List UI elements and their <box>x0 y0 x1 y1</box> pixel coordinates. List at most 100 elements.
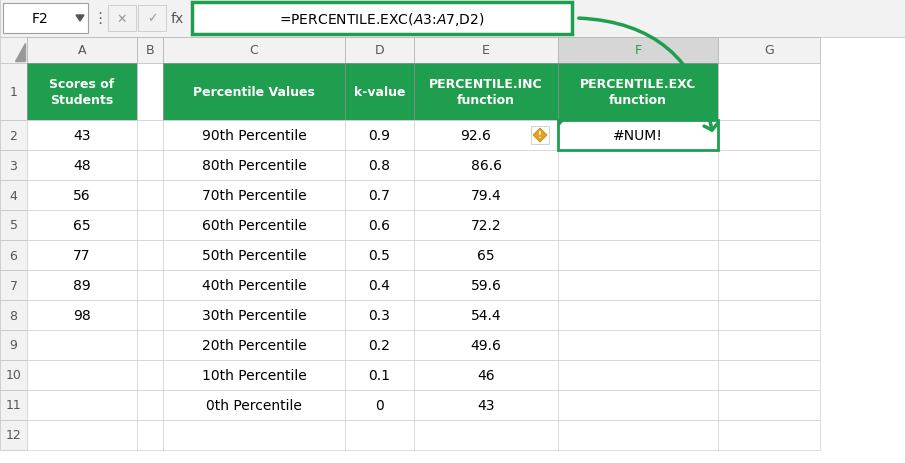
Bar <box>718 150 820 181</box>
Bar <box>27 64 137 121</box>
Bar <box>137 121 163 150</box>
Polygon shape <box>76 16 84 22</box>
Bar <box>0 240 27 270</box>
Bar <box>414 211 558 240</box>
Bar <box>137 64 163 121</box>
Bar <box>27 240 137 270</box>
Bar <box>3 4 88 34</box>
Bar <box>137 390 163 420</box>
Bar <box>718 38 820 64</box>
Bar <box>558 360 718 390</box>
Bar <box>27 270 137 300</box>
Bar <box>137 360 163 390</box>
Bar <box>345 300 414 330</box>
Bar <box>27 211 137 240</box>
Text: 10: 10 <box>5 369 22 382</box>
Text: 56: 56 <box>73 188 91 203</box>
Bar <box>414 240 558 270</box>
Bar <box>414 181 558 211</box>
Bar <box>345 420 414 450</box>
Text: PERCENTILE.EXC
function: PERCENTILE.EXC function <box>580 78 696 106</box>
Bar <box>718 64 820 121</box>
Bar <box>0 211 27 240</box>
Text: 46: 46 <box>477 368 495 382</box>
Bar <box>0 270 27 300</box>
Bar <box>163 420 345 450</box>
Bar <box>0 150 27 181</box>
Bar <box>345 38 414 64</box>
Bar <box>163 240 345 270</box>
Bar <box>163 64 345 121</box>
Text: 49.6: 49.6 <box>471 338 501 352</box>
Bar <box>137 38 163 64</box>
Bar <box>27 300 137 330</box>
Bar <box>163 330 345 360</box>
Bar <box>414 360 558 390</box>
Bar <box>414 64 558 121</box>
Bar <box>414 270 558 300</box>
Bar <box>558 240 718 270</box>
Text: 5: 5 <box>9 219 17 232</box>
Bar <box>27 181 137 211</box>
Bar <box>345 150 414 181</box>
Bar <box>137 300 163 330</box>
Bar <box>558 330 718 360</box>
Text: 0th Percentile: 0th Percentile <box>206 398 302 412</box>
Bar <box>0 360 27 390</box>
Text: 48: 48 <box>73 159 91 173</box>
Text: 10th Percentile: 10th Percentile <box>202 368 307 382</box>
Bar <box>718 390 820 420</box>
Text: 0.3: 0.3 <box>368 308 390 322</box>
Bar <box>192 3 572 35</box>
Bar <box>531 127 549 144</box>
Bar <box>137 420 163 450</box>
Text: 60th Percentile: 60th Percentile <box>202 219 307 232</box>
Bar <box>345 390 414 420</box>
Text: 30th Percentile: 30th Percentile <box>202 308 306 322</box>
Text: 0: 0 <box>376 398 384 412</box>
Text: 0.7: 0.7 <box>368 188 390 203</box>
Bar <box>345 211 414 240</box>
Bar <box>0 0 905 38</box>
Bar <box>0 181 27 211</box>
Bar <box>137 240 163 270</box>
Bar <box>163 121 345 150</box>
Text: 59.6: 59.6 <box>471 278 501 292</box>
Bar <box>414 330 558 360</box>
Bar <box>558 181 718 211</box>
Bar <box>163 390 345 420</box>
Bar <box>558 390 718 420</box>
Bar <box>718 240 820 270</box>
Bar <box>163 270 345 300</box>
Text: D: D <box>375 44 385 57</box>
Polygon shape <box>15 44 25 62</box>
Text: F: F <box>634 44 642 57</box>
Text: 80th Percentile: 80th Percentile <box>202 159 307 173</box>
Bar <box>558 300 718 330</box>
Text: 11: 11 <box>5 399 22 412</box>
Text: ✕: ✕ <box>117 13 128 25</box>
Bar <box>0 121 27 150</box>
Bar <box>137 181 163 211</box>
Bar <box>0 420 27 450</box>
Text: 92.6: 92.6 <box>461 129 491 143</box>
Text: 89: 89 <box>73 278 91 292</box>
Bar <box>718 211 820 240</box>
Bar <box>0 300 27 330</box>
Bar <box>718 360 820 390</box>
Bar <box>0 330 27 360</box>
Bar <box>27 38 137 64</box>
Bar <box>558 64 718 121</box>
Text: 8: 8 <box>9 309 17 322</box>
Text: 43: 43 <box>73 129 91 143</box>
Text: 43: 43 <box>477 398 495 412</box>
Bar <box>138 6 166 32</box>
Text: 7: 7 <box>9 279 17 292</box>
Bar <box>0 64 27 121</box>
Bar <box>345 270 414 300</box>
Text: #NUM!: #NUM! <box>613 129 663 143</box>
Text: 3: 3 <box>10 159 17 172</box>
Bar <box>345 330 414 360</box>
Bar <box>558 211 718 240</box>
Bar <box>414 150 558 181</box>
